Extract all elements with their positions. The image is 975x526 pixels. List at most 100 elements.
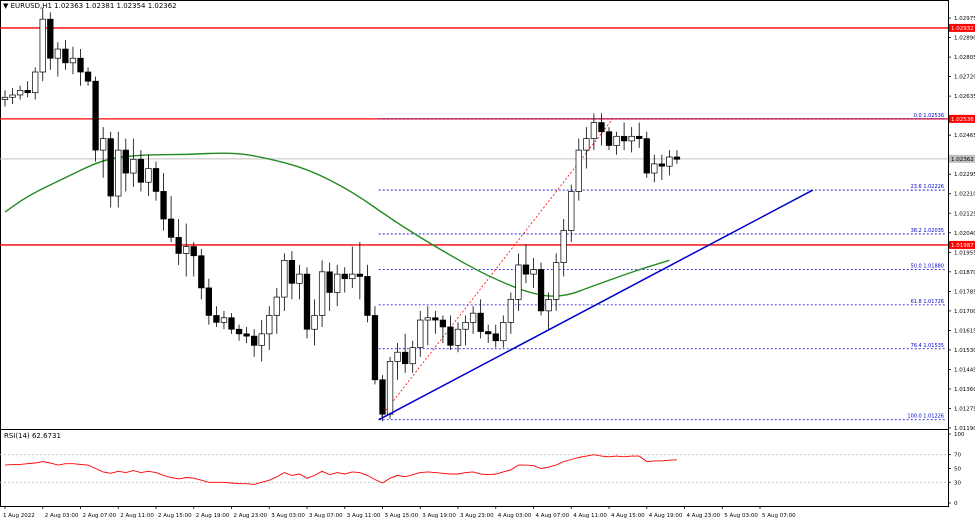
- trendline[interactable]: [378, 189, 814, 421]
- time-tick-label: 4 Aug 11:00: [573, 513, 607, 519]
- candle-bear: [228, 317, 235, 330]
- candle-bear: [137, 158, 145, 183]
- price-tick-label: 1.01700: [954, 309, 975, 315]
- candle-bear: [122, 149, 129, 174]
- price-tick-label: 1.02975: [954, 16, 975, 22]
- candle-bull: [334, 273, 341, 293]
- candle-bull: [1, 96, 9, 100]
- fib-level-label: 23.6 1.02226: [911, 184, 944, 190]
- candle-bear: [190, 246, 197, 257]
- dropdown-triangle-icon[interactable]: ▼: [3, 2, 9, 10]
- time-tick-label: 2 Aug 23:00: [234, 513, 268, 519]
- candle-bear: [537, 269, 545, 312]
- price-tick-label: 1.02295: [954, 172, 975, 178]
- fibonacci-retracement[interactable]: 0.0 1.02536 23.6 1.02226 38.2 1.02035 50.0 …: [378, 113, 946, 421]
- time-tick-label: 5 Aug 07:00: [762, 513, 796, 519]
- price-tick-label: 1.02125: [954, 211, 975, 217]
- candle-bear: [24, 90, 31, 94]
- candle-bull: [115, 149, 122, 197]
- price-tick-label: 1.02635: [954, 94, 975, 100]
- candle-bear: [598, 122, 605, 133]
- candle-bear: [92, 80, 99, 151]
- candle-bull: [16, 90, 24, 96]
- candle-bull: [628, 135, 635, 142]
- candle-bull: [296, 273, 303, 284]
- time-tick-label: 2 Aug 19:00: [196, 513, 230, 519]
- candle-bear: [379, 379, 386, 415]
- candle-bear: [62, 48, 69, 64]
- candle-bear: [251, 335, 258, 346]
- candle-bear: [356, 273, 363, 277]
- current-price-tag: [949, 154, 975, 163]
- candle-bull: [613, 135, 620, 146]
- candle-bear: [439, 319, 447, 328]
- rsi-line: [4, 454, 677, 485]
- candle-bear: [243, 333, 250, 337]
- candle-bear: [47, 18, 54, 59]
- price-tick-label: 1.01955: [954, 250, 975, 256]
- candle-bull: [500, 322, 507, 342]
- level-tag-label: 1.01987: [951, 243, 974, 249]
- candle-bear: [636, 135, 643, 139]
- price-tick-label: 1.02890: [954, 36, 975, 42]
- candle-bull: [552, 262, 560, 300]
- candle-bull: [258, 333, 265, 346]
- time-tick-label: 1 Aug 2022: [3, 513, 35, 519]
- candle-bear: [160, 191, 167, 220]
- candle-bull: [424, 317, 431, 321]
- level-tag-label: 1.02536: [951, 117, 974, 123]
- horizontal-levels[interactable]: [0, 27, 948, 246]
- candle-bear: [371, 315, 379, 381]
- candle-bear: [673, 156, 681, 160]
- level-tag: [949, 23, 975, 32]
- chart-header: ▼ EURUSD,H1 1.02363 1.02381 1.02354 1.02…: [3, 2, 177, 10]
- time-tick-label: 3 Aug 07:00: [309, 513, 343, 519]
- candle-bull: [9, 94, 16, 98]
- rsi-tick-label: 70: [954, 453, 961, 459]
- price-tick-label: 1.01275: [954, 406, 975, 412]
- price-tick-label: 1.02465: [954, 133, 975, 139]
- candle-bear: [364, 276, 371, 316]
- time-tick-label: 3 Aug 19:00: [422, 513, 456, 519]
- candle-bull: [281, 259, 288, 298]
- level-tag: [949, 240, 975, 249]
- candle-bull: [568, 191, 575, 231]
- candle-bull: [560, 230, 567, 263]
- candle-bull: [386, 361, 394, 415]
- candles: [1, 7, 681, 422]
- candle-bull: [99, 138, 107, 151]
- rsi-tick-label: 0: [954, 501, 958, 507]
- time-tick-label: 2 Aug 03:00: [45, 513, 79, 519]
- candle-bull: [273, 296, 280, 316]
- candle-bull: [318, 271, 326, 316]
- price-tick-label: 1.01190: [954, 426, 975, 432]
- candle-bull: [462, 322, 469, 330]
- candle-bull: [130, 158, 137, 174]
- time-tick-label: 2 Aug 15:00: [158, 513, 192, 519]
- candle-bull: [666, 156, 673, 167]
- price-axis: 1.02975 1.02890 1.02805 1.02720 1.02635 1.024…: [948, 16, 975, 432]
- fib-level-label: 0.0 1.02536: [914, 113, 944, 119]
- candle-bear: [492, 333, 499, 342]
- candle-bull: [311, 315, 318, 330]
- candle-bear: [303, 273, 311, 330]
- candle-bear: [107, 138, 114, 197]
- candle-bear: [84, 71, 92, 82]
- candle-bear: [447, 326, 454, 346]
- time-tick-label: 3 Aug 23:00: [460, 513, 494, 519]
- time-tick-label: 4 Aug 23:00: [687, 513, 721, 519]
- candle-bear: [658, 163, 665, 167]
- candle-bull: [469, 312, 477, 323]
- fib-level-label: 76.4 1.01535: [911, 343, 944, 349]
- price-tick-label: 1.02040: [954, 231, 975, 237]
- candle-bull: [220, 317, 228, 323]
- rsi-tick-label: 30: [954, 480, 961, 486]
- candle-bear: [341, 273, 348, 280]
- candle-bear: [402, 351, 409, 365]
- candle-bull: [349, 273, 356, 280]
- price-tick-label: 1.02210: [954, 192, 975, 198]
- time-tick-label: 4 Aug 03:00: [498, 513, 532, 519]
- candle-bear: [198, 255, 205, 289]
